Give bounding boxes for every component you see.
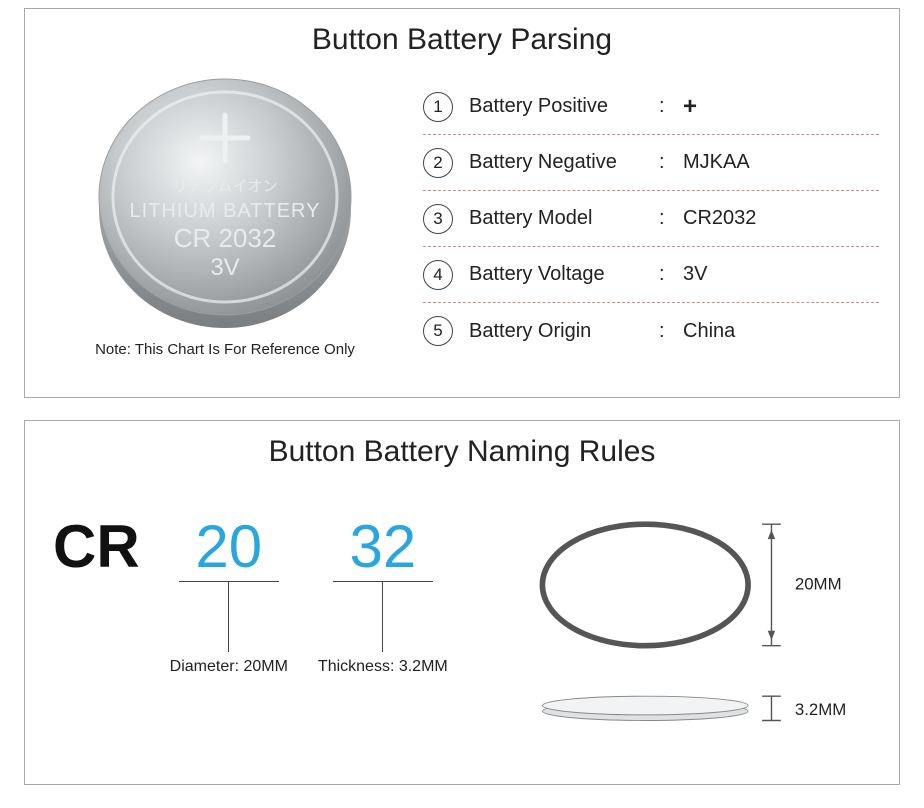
battery-column: リチウムイオン LITHIUM BATTERY CR 2032 3V Note:… [45, 75, 405, 358]
parsing-panel: Button Battery Parsing [24, 8, 900, 398]
code-label-diameter: Diameter: 20MM [170, 658, 288, 676]
parsing-body: リチウムイオン LITHIUM BATTERY CR 2032 3V Note:… [45, 75, 879, 385]
naming-panel: Button Battery Naming Rules CR 20 Diamet… [24, 420, 900, 785]
spec-row: 4 Battery Voltage:3V [423, 247, 879, 303]
reference-note: Note: This Chart Is For Reference Only [95, 341, 355, 358]
naming-body: CR 20 Diameter: 20MM 32 Thickness: 3.2MM [45, 487, 879, 767]
battery-model-text: CR 2032 [174, 223, 277, 253]
spec-colon: : [659, 151, 683, 174]
spec-value: + [683, 93, 879, 121]
spec-number-badge: 4 [423, 260, 453, 290]
spec-colon: : [659, 95, 683, 118]
code-seg-thickness: 32 Thickness: 3.2MM [318, 517, 448, 676]
battery-voltage-text: 3V [210, 254, 239, 281]
spec-colon: : [659, 320, 683, 343]
battery-jp-text: リチウムイオン [172, 178, 277, 195]
spec-row: 5 Battery Origin:China [423, 303, 879, 359]
spec-label: Battery Voltage [469, 263, 659, 286]
spec-label: Battery Origin [469, 320, 659, 343]
code-num-20: 20 [195, 517, 262, 577]
spec-number-badge: 3 [423, 204, 453, 234]
spec-number-badge: 5 [423, 316, 453, 346]
spec-number-badge: 2 [423, 148, 453, 178]
spec-row: 3 Battery Model:CR2032 [423, 191, 879, 247]
spec-number-badge: 1 [423, 92, 453, 122]
code-breakdown: CR 20 Diameter: 20MM 32 Thickness: 3.2MM [45, 487, 505, 767]
spec-value: CR2032 [683, 207, 879, 230]
spec-value: 3V [683, 263, 879, 286]
code-seg-diameter: 20 Diameter: 20MM [170, 517, 288, 676]
battery-en-text: LITHIUM BATTERY [130, 200, 321, 222]
spec-row: 1 Battery Positive:+ [423, 79, 879, 135]
spec-label: Battery Model [469, 207, 659, 230]
parsing-title: Button Battery Parsing [45, 23, 879, 57]
spec-list: 1Battery Positive:+2Battery Negative:MJK… [405, 75, 879, 359]
spec-value: MJKAA [683, 151, 879, 174]
dim-diameter-label: 20MM [795, 575, 842, 594]
spec-label: Battery Negative [469, 151, 659, 174]
battery-illustration: リチウムイオン LITHIUM BATTERY CR 2032 3V [85, 75, 365, 335]
spec-colon: : [659, 263, 683, 286]
spec-value: China [683, 320, 879, 343]
dim-thickness-label: 3.2MM [795, 700, 846, 719]
code-prefix: CR [53, 517, 140, 577]
code-num-32: 32 [349, 517, 416, 577]
spec-label: Battery Positive [469, 95, 659, 118]
naming-title: Button Battery Naming Rules [45, 435, 879, 469]
spec-colon: : [659, 207, 683, 230]
dimension-diagram: 20MM 3.2MM [505, 487, 879, 767]
spec-row: 2 Battery Negative:MJKAA [423, 135, 879, 191]
code-label-thickness: Thickness: 3.2MM [318, 658, 448, 676]
